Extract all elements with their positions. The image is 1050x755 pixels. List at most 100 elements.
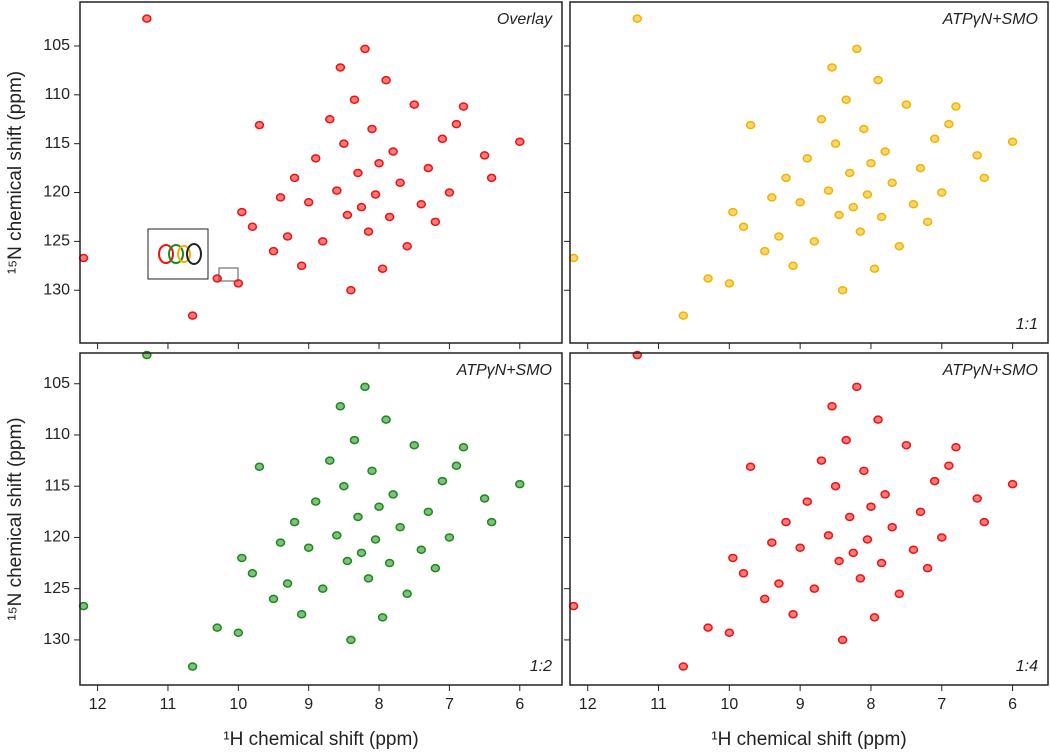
peak: [395, 522, 405, 532]
peak: [837, 635, 848, 645]
peak: [873, 75, 883, 85]
peak: [430, 563, 441, 573]
peak: [458, 102, 469, 111]
plot-frame: [569, 1, 1049, 344]
peak: [402, 242, 412, 251]
peak: [774, 579, 784, 588]
panel-title: ATPγN+SMO: [456, 362, 552, 379]
peak: [830, 481, 841, 491]
peak: [367, 466, 377, 476]
peak: [282, 232, 293, 241]
peak: [738, 222, 749, 231]
peak: [325, 456, 335, 465]
peak: [834, 556, 844, 566]
peak: [370, 190, 381, 199]
peak: [855, 227, 866, 236]
plot-frame: [569, 352, 1049, 686]
peak: [859, 124, 869, 134]
ratio-label: 1:2: [530, 658, 552, 675]
peak: [310, 497, 321, 506]
peak: [724, 279, 735, 288]
y-tick-label: 130: [43, 631, 70, 648]
peak: [979, 173, 990, 183]
peak: [788, 261, 798, 271]
peak: [972, 494, 982, 503]
peak: [802, 154, 812, 163]
peak: [848, 202, 859, 212]
y-tick-label: 105: [43, 375, 70, 392]
peak: [402, 589, 412, 599]
x-tick-label: 6: [515, 696, 524, 713]
peak: [346, 285, 356, 295]
peak: [866, 502, 876, 511]
peak: [451, 119, 462, 129]
peak: [678, 662, 689, 671]
inset-peak: [177, 245, 191, 263]
peak: [416, 545, 427, 554]
peak: [830, 139, 841, 148]
plot-frame: [79, 352, 563, 686]
peak: [451, 461, 462, 470]
peak: [356, 548, 367, 558]
peak: [289, 517, 300, 527]
x-axis-label: ¹H chemical shift (ppm): [223, 729, 418, 750]
peak: [901, 440, 912, 450]
peak: [795, 543, 805, 552]
peak: [767, 193, 777, 202]
peak: [979, 517, 990, 527]
panel-title: Overlay: [497, 11, 553, 28]
panel-title: ATPγN+SMO: [942, 11, 1038, 28]
peak: [816, 456, 827, 465]
peak: [922, 563, 933, 573]
peak: [837, 285, 848, 295]
peak: [972, 151, 982, 160]
peak: [363, 574, 374, 583]
peak: [951, 443, 961, 452]
peak: [342, 210, 353, 220]
peak: [894, 242, 905, 251]
peak: [342, 556, 353, 566]
peak: [929, 476, 940, 486]
peak: [335, 63, 346, 72]
peak: [880, 490, 890, 499]
y-tick-label: 125: [43, 580, 70, 597]
peak: [384, 558, 395, 568]
inset-source-box: [218, 267, 239, 282]
peak: [841, 95, 851, 104]
peak: [268, 246, 279, 256]
peak: [844, 168, 855, 178]
peak: [360, 44, 370, 54]
peak: [486, 517, 497, 527]
y-tick-label: 105: [43, 37, 70, 54]
peak: [951, 102, 961, 111]
peak: [823, 186, 834, 195]
peak: [233, 628, 244, 637]
ratio-label: 1:4: [1016, 658, 1038, 675]
peak: [237, 207, 247, 217]
panel: ATPγN+SMO 1:1: [564, 1, 1049, 349]
x-tick-label: 8: [375, 696, 384, 713]
peak: [374, 158, 384, 168]
peak: [303, 198, 314, 207]
x-tick-label: 7: [937, 696, 946, 713]
peak: [802, 497, 812, 506]
peak: [781, 517, 791, 527]
peak: [381, 75, 391, 85]
peak: [247, 569, 258, 578]
peak: [901, 100, 912, 109]
peak: [759, 246, 770, 256]
peak: [409, 440, 419, 450]
peak: [409, 100, 419, 109]
x-tick-label: 11: [160, 696, 177, 713]
plot-frame: [79, 1, 563, 344]
peak: [332, 186, 342, 195]
inset-peak: [186, 243, 202, 265]
peak: [841, 435, 851, 445]
panel: 12 11 10 9 8 7 6 105 110 115 120 125 130 ATPγN+SMO 1:2…: [5, 350, 563, 750]
peak: [423, 163, 434, 173]
peak: [346, 635, 356, 645]
peak: [855, 574, 866, 583]
peak: [515, 137, 525, 146]
peak: [353, 512, 363, 522]
